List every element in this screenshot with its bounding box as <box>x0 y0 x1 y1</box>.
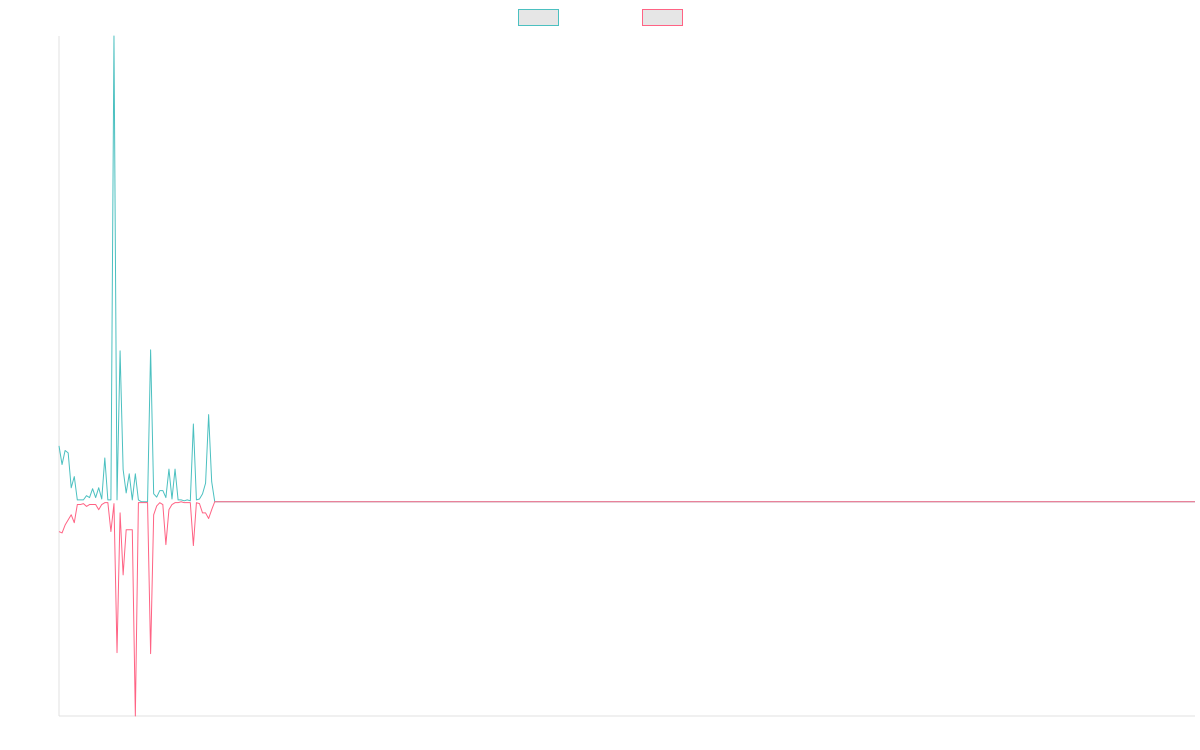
data-line <box>58 501 1195 717</box>
data-line <box>58 35 1195 503</box>
legend-swatch[interactable] <box>518 9 559 26</box>
legend-swatch[interactable] <box>642 9 683 26</box>
